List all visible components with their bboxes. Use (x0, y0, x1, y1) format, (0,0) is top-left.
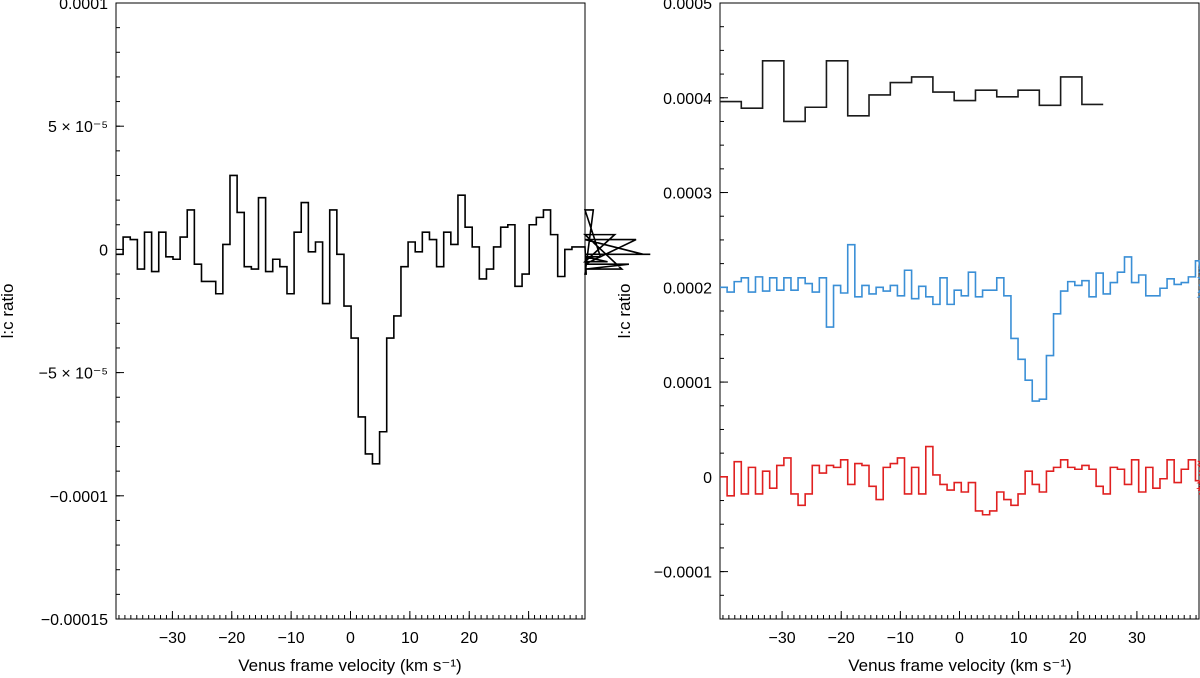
series-line-black (720, 60, 1104, 123)
x-tick-label: 20 (460, 630, 478, 647)
y-tick-label: −5 × 10⁻⁵ (39, 366, 108, 383)
x-tick-label: −20 (218, 630, 245, 647)
x-tick-label: −10 (278, 630, 305, 647)
x-tick-label: −10 (887, 630, 914, 647)
x-tick-label: 20 (1069, 630, 1087, 647)
left-y-axis-label: l:c ratio (0, 284, 17, 339)
y-tick-label: 0.0005 (663, 0, 712, 13)
y-tick-label: 0.0001 (59, 0, 108, 13)
y-tick-label: −0.00015 (41, 612, 108, 629)
left-series-group (116, 174, 651, 465)
y-tick-label: 0.0003 (663, 186, 712, 203)
x-tick-label: 0 (955, 630, 964, 647)
series-line-difference (116, 174, 651, 465)
series-line-blue (720, 243, 1200, 402)
y-tick-label: −0.0001 (50, 489, 108, 506)
right-series-group (720, 60, 1200, 516)
x-tick-label: −20 (828, 630, 855, 647)
right-chart-panel: −0.0001 0 0.0001 0.0002 0.0003 0.0004 0.0005 −… (615, 0, 1200, 675)
right-y-axis-label: l:c ratio (615, 284, 634, 339)
x-tick-label: 10 (401, 630, 419, 647)
y-tick-label: 5 × 10⁻⁵ (48, 119, 108, 136)
left-y-axis: −0.00015 −0.0001 −5 × 10⁻⁵ 0 5 × 10⁻⁵ 0.0001 (39, 0, 124, 629)
right-x-axis: −30 −20 −10 0 10 20 30 (722, 611, 1197, 647)
y-tick-label: 0 (703, 470, 712, 487)
y-tick-label: 0.0001 (663, 375, 712, 392)
y-tick-label: 0 (99, 242, 108, 259)
right-x-axis-label: Venus frame velocity (km s⁻¹) (848, 656, 1071, 675)
x-tick-label: 10 (1010, 630, 1028, 647)
left-chart-panel: −0.00015−0.0001−5 × 10⁻⁵05 × 10⁻⁵0.0001 … (0, 0, 651, 675)
x-tick-label: 30 (1128, 630, 1146, 647)
left-x-axis: −30 −20 −10 0 10 20 30 (118, 611, 583, 647)
y-tick-label: 0.0004 (663, 91, 712, 108)
x-tick-label: −30 (159, 630, 186, 647)
series-line-red (720, 445, 1200, 516)
x-tick-label: 30 (520, 630, 538, 647)
x-tick-label: −30 (769, 630, 796, 647)
x-tick-label: 0 (346, 630, 355, 647)
right-y-axis: −0.0001 0 0.0001 0.0002 0.0003 0.0004 0.0005 (654, 0, 728, 620)
y-tick-label: 0.0002 (663, 280, 712, 297)
right-plot-frame (719, 2, 1200, 620)
y-tick-label: −0.0001 (654, 565, 712, 582)
left-x-axis-label: Venus frame velocity (km s⁻¹) (238, 656, 461, 675)
